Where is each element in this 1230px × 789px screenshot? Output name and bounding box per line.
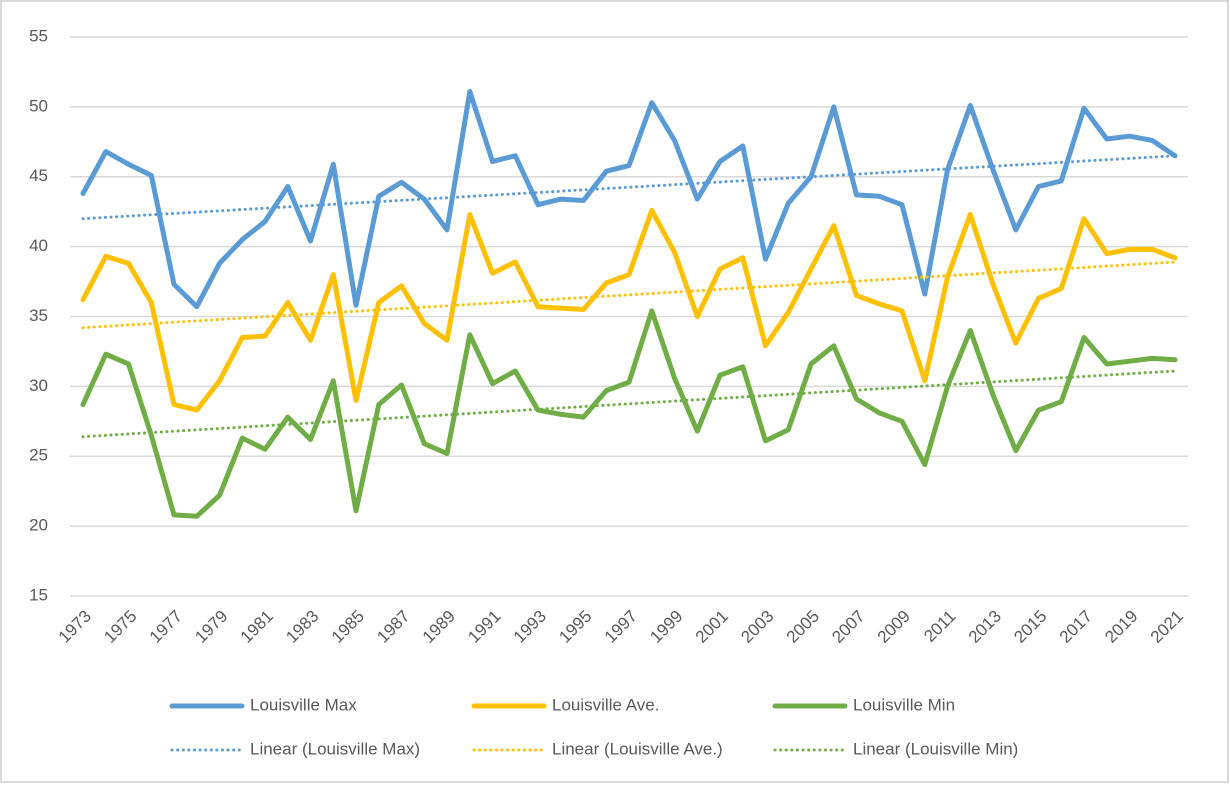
y-tick-label: 35 [29,306,48,325]
y-tick-label: 55 [29,26,48,45]
legend-label: Linear (Louisville Min) [853,739,1018,758]
y-tick-label: 50 [29,96,48,115]
y-tick-label: 30 [29,376,48,395]
y-tick-label: 20 [29,516,48,535]
trend-line [81,260,1177,330]
legend-label: Louisville Min [853,695,955,714]
y-tick-label: 15 [29,585,48,604]
y-tick-label: 45 [29,166,48,185]
legend-label: Louisville Max [250,695,357,714]
legend-label: Linear (Louisville Ave.) [552,739,723,758]
y-tick-label: 40 [29,236,48,255]
trend-line [81,369,1177,439]
y-tick-label: 25 [29,446,48,465]
legend-label: Linear (Louisville Max) [250,739,420,758]
series-line [80,308,1178,519]
series-line [80,207,1178,413]
legend-label: Louisville Ave. [552,695,659,714]
trend-line [81,154,1177,221]
series-line [80,89,1178,310]
